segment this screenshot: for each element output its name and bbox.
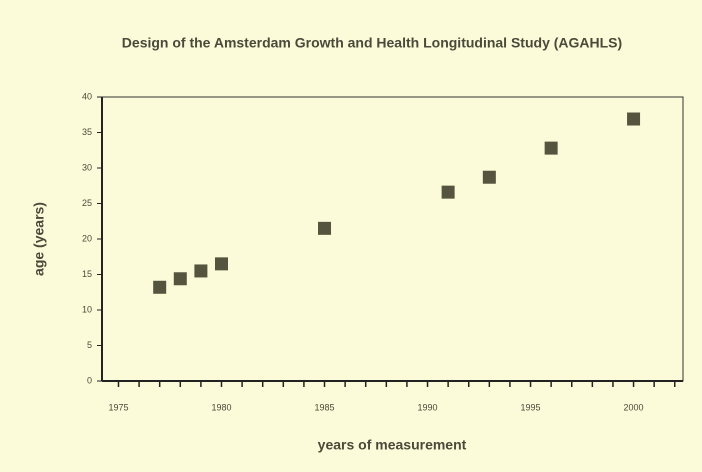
x-tick-label: 1980 [211,402,231,412]
y-tick-label: 35 [82,127,92,137]
x-tick-label: 1990 [418,402,438,412]
y-tick-label: 25 [82,198,92,208]
point [627,112,641,126]
y-tick-label: 10 [82,304,92,314]
chart-title: Design of the Amsterdam Growth and Healt… [122,35,622,51]
point [482,170,496,184]
y-tick-label: 40 [82,91,92,101]
y-tick-label: 30 [82,162,92,172]
y-tick-label: 20 [82,233,92,243]
point [441,185,455,199]
point [173,272,187,286]
point [544,141,558,155]
y-tick-label: 0 [87,375,92,385]
x-tick-label: 1975 [108,402,128,412]
y-axis-label: age (years) [31,202,47,276]
x-tick-label: 1985 [314,402,334,412]
y-tick-label: 5 [87,340,92,350]
x-tick-label: 2000 [624,402,644,412]
point [153,280,167,294]
x-axis-label: years of measurement [318,437,467,453]
point [318,221,332,235]
point [194,264,208,278]
y-tick-label: 15 [82,269,92,279]
x-tick-label: 1995 [521,402,541,412]
point [214,257,228,271]
